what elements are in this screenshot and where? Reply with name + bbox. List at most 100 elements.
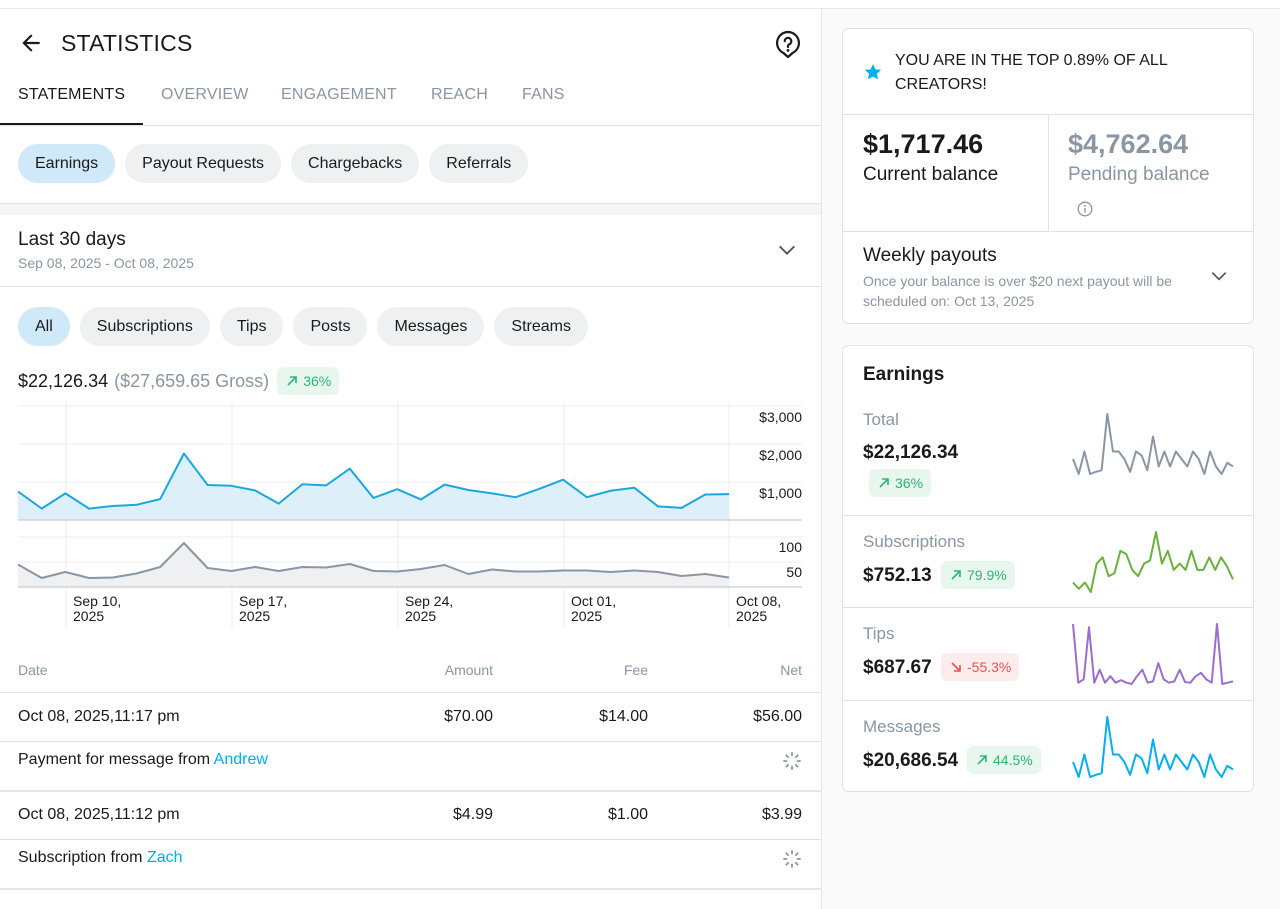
current-balance-label: Current balance xyxy=(863,164,999,185)
chip-messages[interactable]: Messages xyxy=(377,307,485,346)
tab-statements[interactable]: STATEMENTS xyxy=(18,86,126,103)
sparkline-path xyxy=(1072,623,1234,685)
help-button[interactable] xyxy=(773,29,803,59)
earnings-label: Subscriptions xyxy=(863,532,966,551)
tx-user-link[interactable]: Zach xyxy=(146,849,183,866)
page-header: STATISTICS xyxy=(0,9,821,77)
change-badge: 44.5% xyxy=(967,746,1041,774)
earnings-row-messages[interactable]: Messages $20,686.54 44.5% xyxy=(843,701,1253,791)
chip-referrals[interactable]: Referrals xyxy=(429,144,529,183)
earnings-card: Earnings Total $22,126.34 36% Subscripti… xyxy=(842,345,1254,792)
change-badge: 36% xyxy=(869,469,932,497)
arrow-left-icon xyxy=(22,34,40,52)
trend-up-icon xyxy=(977,755,987,765)
tx-user-link[interactable]: Andrew xyxy=(213,751,268,768)
chip-posts[interactable]: Posts xyxy=(293,307,368,346)
chip-earnings[interactable]: Earnings xyxy=(18,144,116,183)
earnings-area xyxy=(18,453,729,520)
x-tick-label: Sep 10, xyxy=(73,593,121,609)
period-title: Last 30 days xyxy=(18,229,126,250)
earnings-summary: $22,126.34 ($27,659.65 Gross) 36% xyxy=(18,367,340,395)
gross-total: ($27,659.65 Gross) xyxy=(114,370,270,391)
table-header: Date Amount Fee Net xyxy=(0,655,821,693)
count-line xyxy=(17,542,730,579)
balances: $1,717.46 Current balance $4,762.64 Pend… xyxy=(843,115,1253,232)
earnings-label: Total xyxy=(863,410,899,429)
current-balance-amount: $1,717.46 xyxy=(863,129,984,159)
tx-net: $3.99 xyxy=(761,806,802,823)
trend-down-icon xyxy=(951,662,961,672)
transaction-row[interactable]: Oct 08, 2025,11:12 pm $4.99 $1.00 $3.99 … xyxy=(0,792,821,890)
rank-text: YOU ARE IN THE TOP 0.89% OF ALL CREATORS… xyxy=(895,52,1168,93)
change-badge: 79.9% xyxy=(941,561,1015,589)
pending-spinner-icon xyxy=(783,850,801,868)
y-tick-label: 50 xyxy=(786,564,802,580)
col-date: Date xyxy=(18,662,48,678)
back-button[interactable] xyxy=(17,29,45,57)
change-value: 44.5% xyxy=(993,752,1033,768)
col-net: Net xyxy=(780,662,802,678)
payouts-title: Weekly payouts xyxy=(863,245,997,266)
chip-all[interactable]: All xyxy=(18,307,70,346)
tx-fee: $14.00 xyxy=(599,708,648,725)
page-title: STATISTICS xyxy=(61,30,193,56)
tx-fee: $1.00 xyxy=(607,806,648,823)
trend-up-icon xyxy=(287,376,297,386)
y-tick-label: $1,000 xyxy=(759,485,802,501)
tx-amount: $4.99 xyxy=(452,806,493,823)
tx-net: $56.00 xyxy=(753,708,802,725)
sparkline-path xyxy=(1072,716,1234,778)
y-tick-label: 100 xyxy=(779,539,803,555)
period-range: Sep 08, 2025 - Oct 08, 2025 xyxy=(18,255,194,271)
chip-streams[interactable]: Streams xyxy=(494,307,588,346)
earnings-row-subscriptions[interactable]: Subscriptions $752.13 79.9% xyxy=(843,516,1253,608)
x-tick-label: Sep 24, xyxy=(405,593,453,609)
transaction-description: Subscription from Zach xyxy=(0,840,821,890)
info-icon[interactable] xyxy=(1077,201,1093,217)
pending-balance-amount: $4,762.64 xyxy=(1068,129,1189,159)
tx-date: Oct 08, 2025,11:17 pm xyxy=(18,708,180,725)
x-tick-label: 2025 xyxy=(736,608,767,624)
sparkline-tips xyxy=(1072,623,1234,685)
earnings-row-total[interactable]: Total $22,126.34 36% xyxy=(843,394,1253,516)
tab-overview[interactable]: OVERVIEW xyxy=(161,86,249,103)
earnings-title: Earnings xyxy=(863,364,945,385)
section-divider xyxy=(0,203,821,215)
statement-type-chips: Earnings Payout Requests Chargebacks Ref… xyxy=(0,144,546,183)
trend-up-icon xyxy=(879,478,889,488)
earnings-value: $20,686.54 xyxy=(863,750,959,771)
tab-reach[interactable]: REACH xyxy=(431,86,489,103)
x-tick-label: 2025 xyxy=(571,608,602,624)
balance-card: YOU ARE IN THE TOP 0.89% OF ALL CREATORS… xyxy=(842,28,1254,324)
y-tick-label: $3,000 xyxy=(759,409,802,425)
period-selector[interactable]: Last 30 days Sep 08, 2025 - Oct 08, 2025 xyxy=(0,215,821,287)
transaction-main: Oct 08, 2025,11:12 pm $4.99 $1.00 $3.99 xyxy=(0,792,821,840)
top-bar xyxy=(0,0,1280,9)
tab-fans[interactable]: FANS xyxy=(522,86,565,103)
transaction-row[interactable]: Oct 08, 2025,11:17 pm $70.00 $14.00 $56.… xyxy=(0,694,821,792)
tab-engagement[interactable]: ENGAGEMENT xyxy=(281,86,397,103)
chip-subscriptions[interactable]: Subscriptions xyxy=(79,307,210,346)
chip-tips[interactable]: Tips xyxy=(219,307,284,346)
trend-up-icon xyxy=(951,570,961,580)
change-value: 36% xyxy=(895,475,924,491)
tx-desc-text: Payment for message from xyxy=(18,751,214,768)
earnings-label: Messages xyxy=(863,717,941,736)
transaction-main: Oct 08, 2025,11:17 pm $70.00 $14.00 $56.… xyxy=(0,694,821,742)
weekly-payouts[interactable]: Weekly payouts Once your balance is over… xyxy=(843,232,1253,323)
tx-amount: $70.00 xyxy=(444,708,493,725)
earnings-line xyxy=(17,452,730,510)
statements-panel: STATISTICS STATEMENTS OVERVIEW ENGAGEMEN… xyxy=(0,9,822,909)
count-area xyxy=(18,543,729,587)
divider xyxy=(1048,115,1049,232)
stats-tabs: STATEMENTS OVERVIEW ENGAGEMENT REACH FAN… xyxy=(0,77,821,126)
earnings-row-tips[interactable]: Tips $687.67 -55.3% xyxy=(843,608,1253,701)
star-icon xyxy=(864,64,882,80)
chip-payout-requests[interactable]: Payout Requests xyxy=(125,144,282,183)
earning-source-chips: All Subscriptions Tips Posts Messages St… xyxy=(0,307,606,346)
col-fee: Fee xyxy=(623,662,648,678)
chip-chargebacks[interactable]: Chargebacks xyxy=(291,144,420,183)
sparkline-subscriptions xyxy=(1072,531,1234,593)
transaction-description: Payment for message from Andrew xyxy=(0,742,821,792)
